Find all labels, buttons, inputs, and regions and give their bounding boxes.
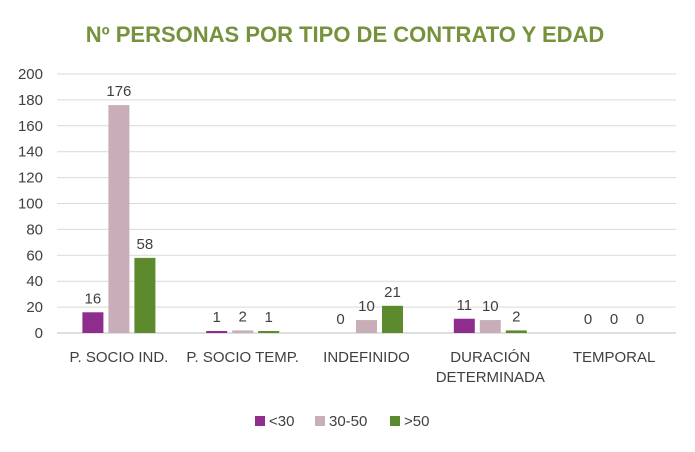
data-label: 0 <box>584 311 592 328</box>
y-tick-label: 160 <box>18 118 43 135</box>
legend-label: 30-50 <box>329 413 367 430</box>
bar <box>382 305 403 333</box>
legend-label: >50 <box>404 413 429 430</box>
category-label: P. SOCIO IND. <box>69 349 168 366</box>
y-tick-label: 20 <box>26 299 43 316</box>
y-tick-label: 100 <box>18 196 43 213</box>
y-tick-label: 200 <box>18 66 43 83</box>
bar <box>356 320 377 333</box>
bars <box>82 105 527 333</box>
bar <box>453 318 475 333</box>
data-label: 10 <box>358 298 375 315</box>
data-label: 1 <box>265 309 273 326</box>
category-label: P. SOCIO TEMP. <box>186 349 299 366</box>
chart-title: Nº PERSONAS POR TIPO DE CONTRATO Y EDAD <box>86 22 605 47</box>
bar <box>82 312 104 333</box>
y-tick-label: 80 <box>26 221 43 238</box>
y-tick-label: 120 <box>18 170 43 187</box>
y-tick-label: 40 <box>26 273 43 290</box>
y-tick-label: 140 <box>18 144 43 161</box>
data-label: 2 <box>512 308 520 325</box>
legend-swatch <box>255 416 265 426</box>
data-label: 1 <box>213 309 221 326</box>
legend-swatch <box>390 416 400 426</box>
data-label: 0 <box>610 311 618 328</box>
data-label: 16 <box>85 290 102 307</box>
data-label: 2 <box>239 308 247 325</box>
data-label: 58 <box>137 236 154 253</box>
data-label: 0 <box>636 311 644 328</box>
y-tick-label: 180 <box>18 92 43 109</box>
category-label: INDEFINIDO <box>323 349 410 366</box>
y-tick-label: 0 <box>35 325 43 342</box>
bar <box>134 257 156 333</box>
y-tick-label: 60 <box>26 247 43 264</box>
bar <box>258 331 280 333</box>
legend-label: <30 <box>269 413 294 430</box>
bar <box>479 320 501 333</box>
data-label: 21 <box>384 284 401 301</box>
bar <box>206 331 228 333</box>
data-label: 10 <box>482 298 499 315</box>
category-label: DETERMINADA <box>436 369 545 386</box>
category-label: TEMPORAL <box>573 349 656 366</box>
category-label: DURACIÓN <box>450 349 530 366</box>
data-label: 176 <box>106 83 131 100</box>
bar <box>108 105 130 333</box>
bar <box>232 330 254 333</box>
data-label: 0 <box>336 311 344 328</box>
bar <box>505 330 527 333</box>
y-axis: 0 20 40 60 80 100 120 140 160 180 200 <box>18 66 43 342</box>
x-axis: P. SOCIO IND. P. SOCIO TEMP. INDEFINIDO DUR… <box>69 349 655 386</box>
legend: <30 30-50 >50 <box>255 413 429 430</box>
gridlines <box>57 73 676 334</box>
data-label: 11 <box>457 297 473 314</box>
legend-swatch <box>315 416 325 426</box>
